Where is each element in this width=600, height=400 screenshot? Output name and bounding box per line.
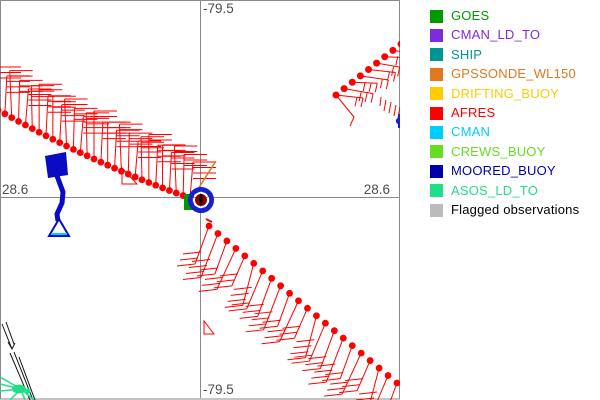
flagged-arrow-outline — [5, 321, 15, 345]
legend-item-moored-buoy: MOORED_BUOY — [430, 164, 556, 178]
moored-buoy-edge-bar — [398, 114, 400, 128]
legend-swatch — [430, 87, 443, 101]
legend-label: DRIFTING_BUOY — [451, 85, 560, 101]
gpssonde-ascent-line — [197, 160, 217, 190]
asos-station-blob — [25, 388, 31, 394]
legend-swatch — [430, 184, 443, 198]
legend-label: CMAN_LD_TO — [451, 27, 541, 43]
moored-buoy-barb-staff — [54, 175, 66, 222]
axis-label: 28.6 — [364, 182, 390, 197]
legend-item-gpssonde-wl150: GPSSONDE_WL150 — [430, 67, 576, 81]
legend-swatch — [430, 125, 443, 139]
legend-label: MOORED_BUOY — [451, 163, 556, 179]
afres-small-dash — [205, 218, 213, 223]
legend-swatch — [430, 106, 443, 120]
afres-tick-dash — [393, 104, 397, 117]
axis-label: -79.5 — [203, 382, 234, 397]
afres-pennant-se — [203, 319, 216, 335]
afres-pennant-nw — [121, 166, 139, 185]
moored-buoy-station-triangle — [47, 217, 71, 237]
map-panel[interactable]: -79.5 -79.5 28.6 28.6 — [0, 0, 400, 400]
legend-label: SHIP — [451, 46, 483, 62]
legend-label: GPSSONDE_WL150 — [451, 66, 576, 82]
afres-flight-track-nw — [0, 66, 216, 202]
map-canvas[interactable]: -79.5 -79.5 28.6 28.6 — [0, 0, 400, 400]
legend-swatch — [430, 145, 443, 159]
afres-tick-dash — [379, 96, 382, 107]
axis-label: -79.5 — [203, 1, 234, 16]
flagged-center-bar — [199, 194, 203, 205]
flagged-arrow-head — [7, 341, 16, 351]
legend-item-cman-ld-to: CMAN_LD_TO — [430, 28, 540, 42]
legend-swatch — [430, 203, 443, 217]
legend-item-drifting-buoy: DRIFTING_BUOY — [430, 85, 560, 101]
afres-flight-track-se — [176, 222, 400, 400]
legend-panel: GOES CMAN_LD_TO SHIP GPSSONDE_WL150 DRIFTING… — [400, 0, 600, 400]
legend-swatch — [430, 28, 443, 42]
legend-label: GOES — [451, 8, 490, 23]
flagged-arrow-outline — [1, 323, 13, 350]
legend-swatch — [430, 67, 443, 81]
asos-station-blob — [12, 384, 26, 394]
axis-labels: -79.5 -79.5 28.6 28.6 — [2, 1, 390, 397]
legend-item-cman: CMAN — [430, 125, 490, 139]
legend-item-afres: AFRES — [430, 106, 495, 120]
afres-barb-extra-ne — [335, 94, 355, 127]
legend-item-crews-buoy: CREWS_BUOY — [430, 143, 546, 159]
legend-label: Flagged observations — [451, 202, 580, 217]
afres-flight-track-ne — [332, 40, 400, 108]
afres-tick-dash — [383, 99, 387, 112]
axis-label: 28.6 — [2, 182, 28, 197]
moored-buoy-barb-flags — [45, 152, 68, 178]
legend-label: AFRES — [451, 105, 496, 120]
flagged-arrow-outline — [18, 356, 36, 400]
moored-buoy-dashed-ring — [192, 191, 210, 209]
legend-item-goes: GOES — [430, 9, 489, 23]
legend-label: ASOS_LD_TO — [451, 182, 539, 198]
legend-label: CREWS_BUOY — [451, 143, 546, 159]
moored-buoy-outer-ring — [188, 187, 214, 213]
legend-swatch — [430, 9, 443, 23]
legend-swatch — [430, 48, 443, 62]
afres-tick-dash — [388, 101, 392, 114]
legend-label: CMAN — [451, 124, 491, 140]
legend-item-asos-ld-to: ASOS_LD_TO — [430, 182, 539, 198]
legend-item-flagged-observations: Flagged observations — [430, 203, 579, 217]
legend-item-ship: SHIP — [430, 46, 483, 62]
legend-swatch — [430, 164, 443, 178]
